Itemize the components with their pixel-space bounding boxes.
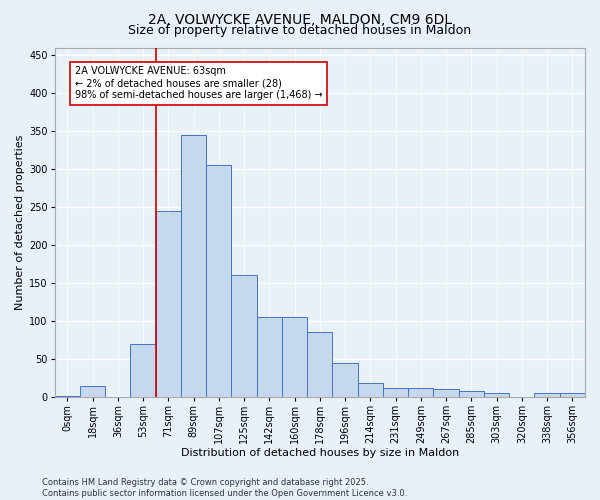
Bar bbox=[181, 135, 206, 397]
Bar bbox=[55, 396, 80, 397]
Text: Size of property relative to detached houses in Maldon: Size of property relative to detached ho… bbox=[128, 24, 472, 37]
Bar bbox=[358, 384, 383, 397]
Bar bbox=[459, 391, 484, 397]
Text: 2A, VOLWYCKE AVENUE, MALDON, CM9 6DL: 2A, VOLWYCKE AVENUE, MALDON, CM9 6DL bbox=[148, 12, 452, 26]
Text: 2A VOLWYCKE AVENUE: 63sqm
← 2% of detached houses are smaller (28)
98% of semi-d: 2A VOLWYCKE AVENUE: 63sqm ← 2% of detach… bbox=[75, 66, 323, 100]
Bar bbox=[560, 393, 585, 397]
Bar bbox=[257, 317, 282, 397]
Bar bbox=[383, 388, 408, 397]
Bar bbox=[80, 386, 105, 397]
Bar bbox=[408, 388, 433, 397]
Bar bbox=[130, 344, 156, 397]
Bar bbox=[535, 393, 560, 397]
Bar bbox=[307, 332, 332, 397]
X-axis label: Distribution of detached houses by size in Maldon: Distribution of detached houses by size … bbox=[181, 448, 459, 458]
Bar bbox=[282, 317, 307, 397]
Bar bbox=[484, 393, 509, 397]
Bar bbox=[433, 390, 459, 397]
Text: Contains HM Land Registry data © Crown copyright and database right 2025.
Contai: Contains HM Land Registry data © Crown c… bbox=[42, 478, 407, 498]
Bar bbox=[206, 166, 232, 397]
Bar bbox=[332, 363, 358, 397]
Bar bbox=[156, 211, 181, 397]
Bar bbox=[232, 276, 257, 397]
Y-axis label: Number of detached properties: Number of detached properties bbox=[15, 134, 25, 310]
